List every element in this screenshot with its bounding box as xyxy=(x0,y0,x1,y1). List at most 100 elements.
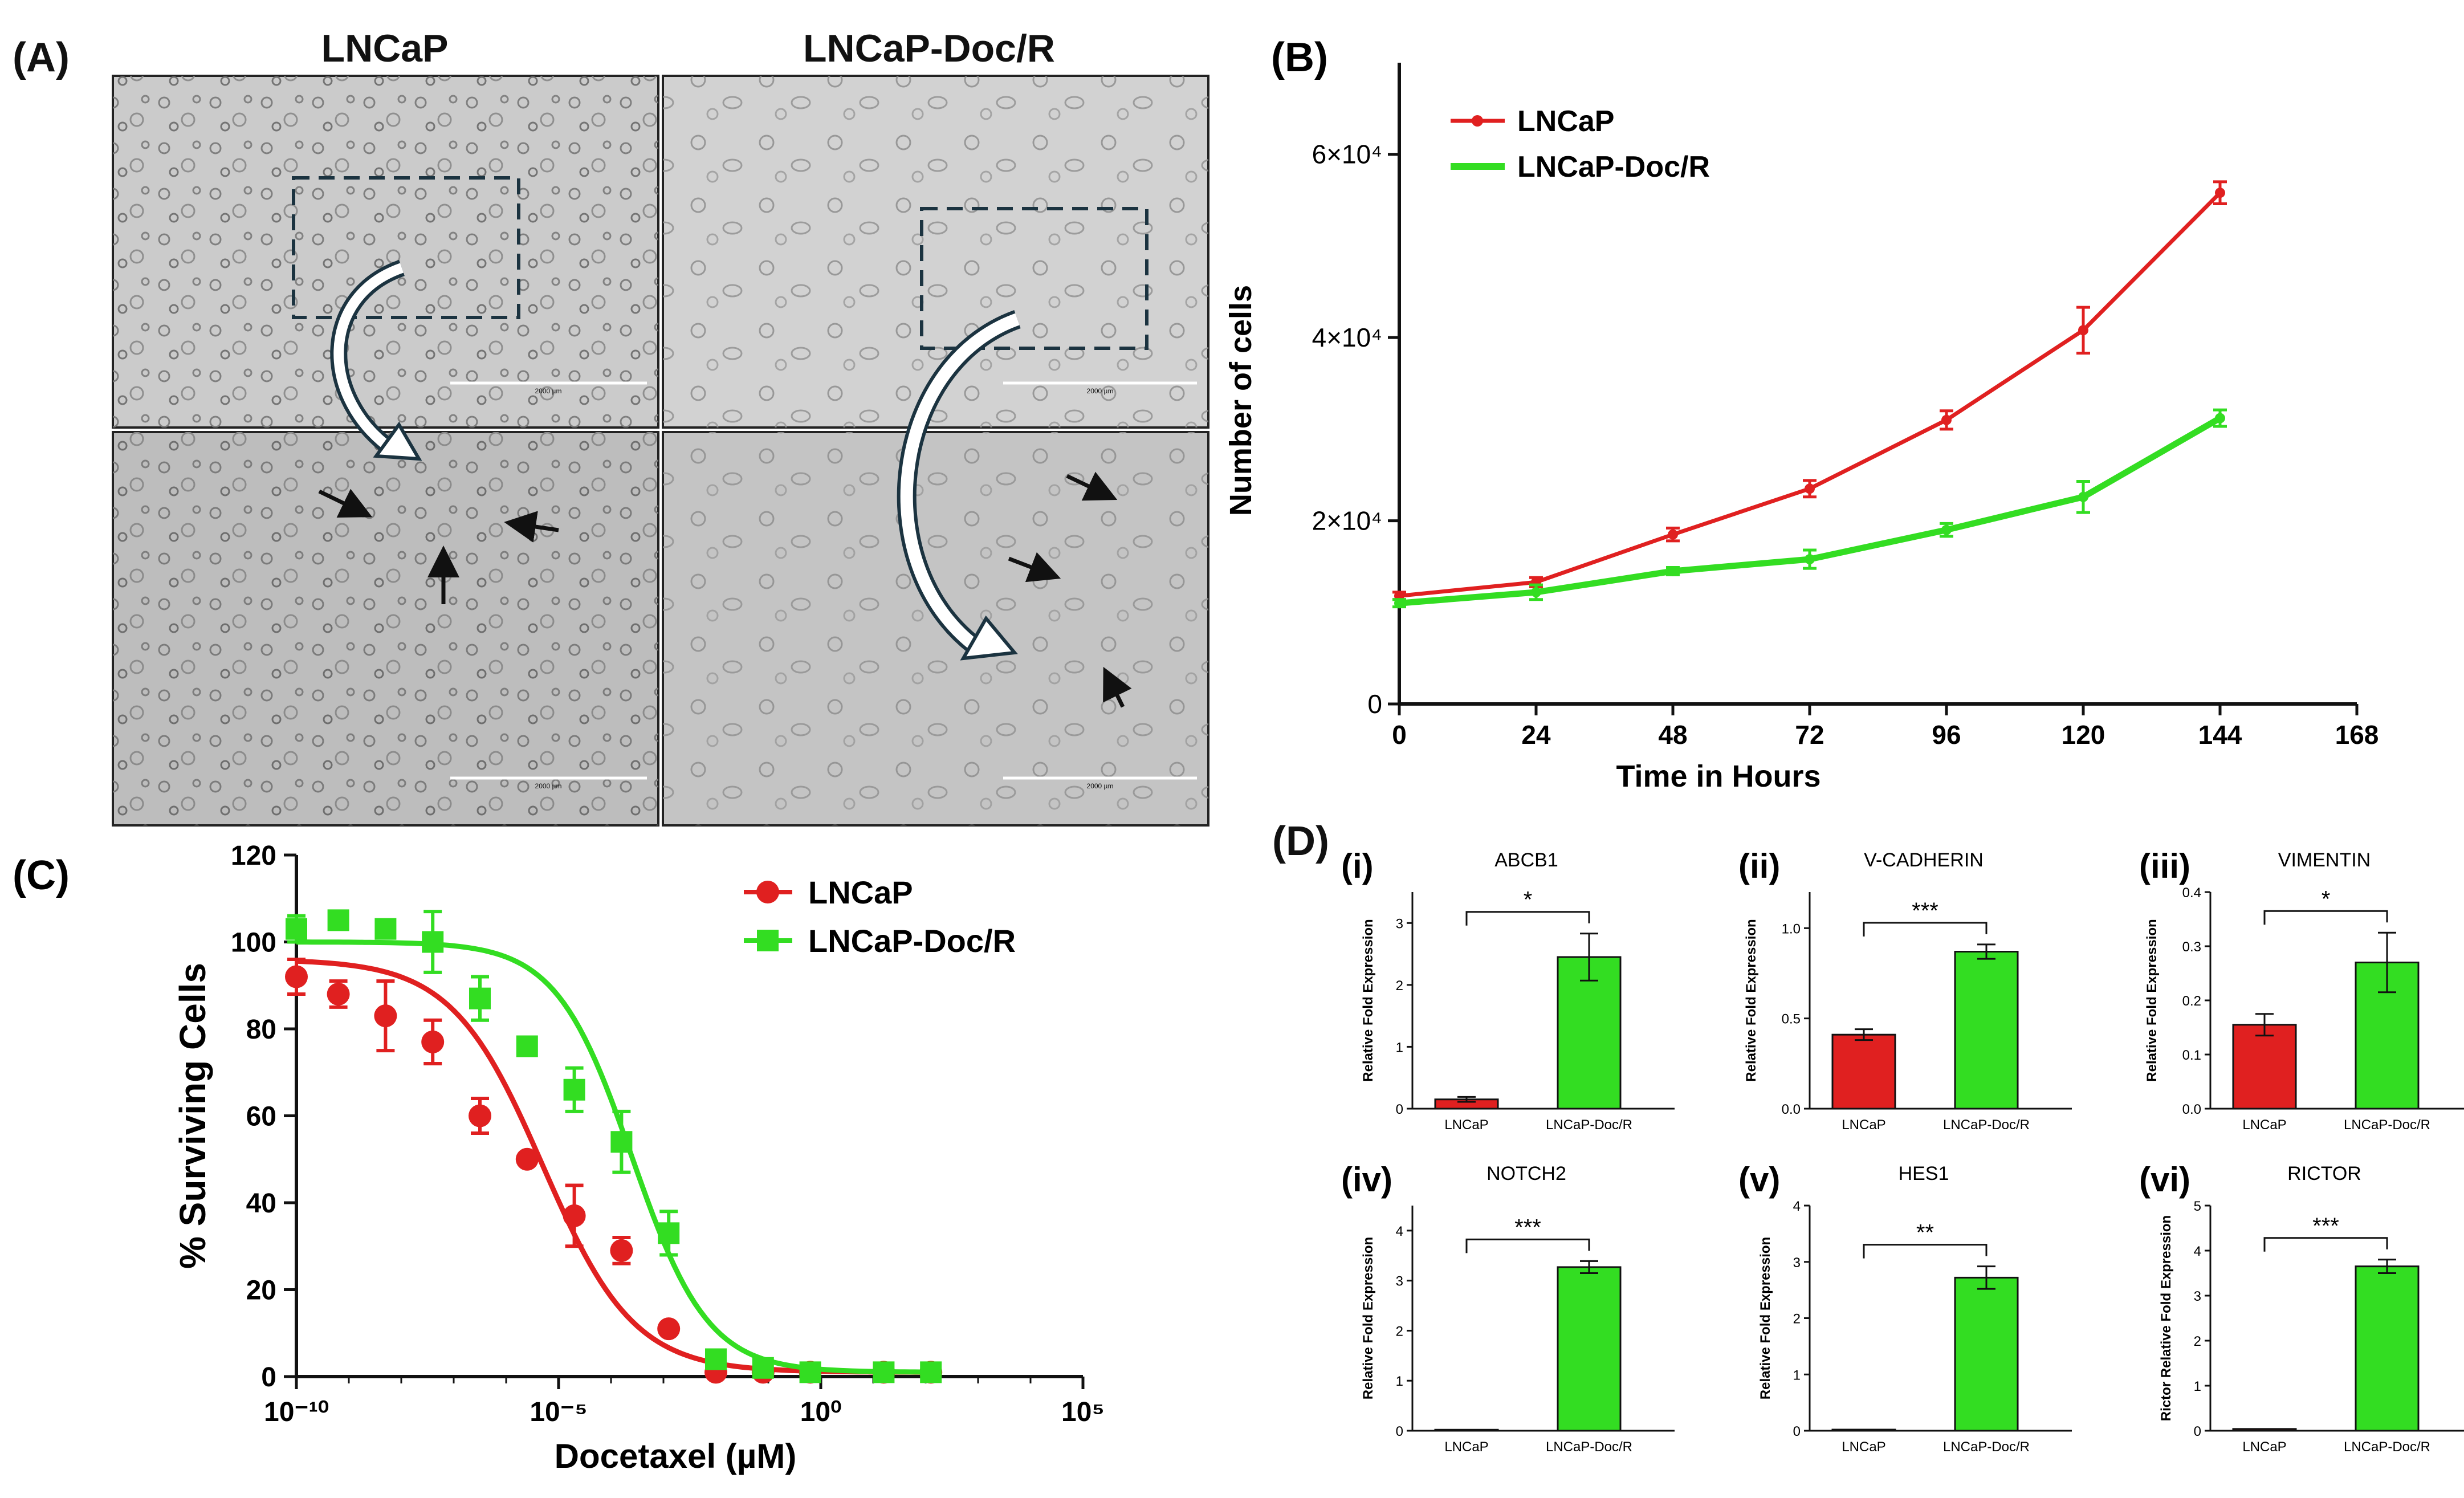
significance-stars: * xyxy=(2322,886,2331,911)
micrograph-lncap-low: 2000 µm xyxy=(112,75,659,429)
data-point xyxy=(1941,414,1952,425)
x-tick-label: 10⁻⁵ xyxy=(530,1397,587,1427)
y-tick-label: 100 xyxy=(231,928,276,958)
y-tick-label: 0.1 xyxy=(2182,1048,2201,1063)
y-tick-label: 2 xyxy=(2194,1334,2201,1349)
x-tick-label: LNCaP-Doc/R xyxy=(1943,1117,2030,1133)
significance-bracket xyxy=(1465,1238,1590,1253)
y-tick-label: 0 xyxy=(1367,689,1382,719)
bar-chart-title: HES1 xyxy=(1899,1163,1949,1184)
x-axis-label: Time in Hours xyxy=(1616,759,1820,793)
x-tick-label: 144 xyxy=(2198,720,2242,750)
significance-bracket xyxy=(2263,1237,2388,1252)
panel-c-dose-response-chart: (C) 10⁻¹⁰ 10⁻⁵ 10⁰ 10⁵ 0 20 40 60 80 100 120 Docetax… xyxy=(13,841,1105,1475)
data-point xyxy=(2215,413,2225,424)
data-point xyxy=(873,1361,895,1383)
micrograph-docr-high: 2000 µm xyxy=(662,431,1209,827)
panel-d-letter: (D) xyxy=(1272,819,1329,864)
subpanel-numeral: (ii) xyxy=(1738,847,1780,885)
y-tick-label: 0 xyxy=(1396,1424,1403,1439)
y-tick-label: 1 xyxy=(1396,1374,1403,1389)
bar xyxy=(1831,1428,1896,1432)
pointer-arrow xyxy=(1066,471,1118,501)
data-point xyxy=(920,1361,942,1383)
y-axis-label: Relative Fold Expression xyxy=(1361,919,1376,1081)
data-point xyxy=(1941,524,1952,535)
panel-d-expression-bars: (D) (i) ABCB1 0 1 2 3 Relative Fold Expression… xyxy=(1272,819,2464,1455)
bar xyxy=(2355,1265,2420,1432)
data-point xyxy=(1805,483,1815,494)
y-tick-label: 0 xyxy=(1396,1102,1403,1117)
bar-chart-D-v: (v) HES1 0 1 2 3 4 Relative Fold Expression LNCa… xyxy=(1738,1161,2072,1455)
y-tick-label: 1 xyxy=(1396,1040,1403,1055)
x-tick-label: LNCaP xyxy=(1444,1439,1488,1455)
significance-bracket xyxy=(1863,1244,1988,1259)
panel-b-letter: (B) xyxy=(1271,35,1328,80)
data-point xyxy=(752,1357,774,1379)
y-tick-label: 4 xyxy=(1396,1224,1403,1239)
scale-label: 2000 µm xyxy=(1087,782,1114,790)
y-tick-label: 0.2 xyxy=(2182,994,2201,1009)
zoom-region-box xyxy=(292,176,520,319)
y-tick-label: 60 xyxy=(246,1102,276,1132)
col-title-lncap: LNCaP xyxy=(321,27,449,70)
bar-chart-title: ABCB1 xyxy=(1494,849,1558,871)
scale-label: 2000 µm xyxy=(1087,387,1114,395)
y-tick-label: 20 xyxy=(246,1276,276,1306)
x-tick-label: LNCaP xyxy=(2242,1439,2286,1455)
data-point xyxy=(327,983,350,1006)
data-point xyxy=(2078,491,2088,502)
legend-marker xyxy=(756,881,779,903)
panel-a-micrographs: (A) LNCaP LNCaP-Doc/R 2000 µm 2000 µm 20… xyxy=(13,27,1209,827)
x-axis-label: Docetaxel (µM) xyxy=(555,1437,797,1475)
data-point xyxy=(705,1348,727,1370)
bar-chart-D-iii: (iii) VIMENTIN 0.0 0.1 0.2 0.3 0.4 Relative Fol… xyxy=(2139,847,2464,1133)
y-tick-label: 2×10⁴ xyxy=(1312,506,1382,536)
x-tick-label: LNCaP xyxy=(2242,1117,2286,1133)
data-point xyxy=(286,918,307,940)
y-axis-label: Relative Fold Expression xyxy=(1744,919,1759,1081)
bar-chart-title: NOTCH2 xyxy=(1486,1163,1566,1184)
pointer-arrow xyxy=(318,489,373,518)
x-tick-label: 72 xyxy=(1795,720,1824,750)
data-point xyxy=(515,1147,539,1171)
micrograph-docr-low: 2000 µm xyxy=(662,75,1209,429)
subpanel-numeral: (iv) xyxy=(1341,1161,1392,1199)
significance-stars: ** xyxy=(1916,1220,1934,1245)
significance-bracket xyxy=(2263,910,2388,925)
legend-label: LNCaP-Doc/R xyxy=(1517,150,1710,184)
legend-marker xyxy=(1472,115,1483,127)
y-axis-label: Relative Fold Expression xyxy=(1758,1237,1773,1399)
bar xyxy=(1954,951,2019,1110)
x-tick-label: LNCaP-Doc/R xyxy=(1546,1439,1632,1455)
x-tick-label: LNCaP-Doc/R xyxy=(1546,1117,1632,1133)
bar-chart-D-vi: (vi) RICTOR 0 1 2 3 4 5 Rictor Relative Fold Exp… xyxy=(2139,1161,2464,1455)
panel-b-growth-chart: (B) 0 24 48 72 96 120 144 168 0 2×10⁴ 4×10⁴ 6×10⁴ Tim… xyxy=(1224,35,2379,793)
bar-chart-D-ii: (ii) V-CADHERIN 0.0 0.5 1.0 Relative Fold Exp… xyxy=(1738,847,2072,1133)
legend-marker xyxy=(757,930,779,951)
y-tick-label: 3 xyxy=(1396,1274,1403,1289)
data-point xyxy=(469,987,491,1009)
y-tick-label: 120 xyxy=(231,841,276,871)
y-tick-label: 1 xyxy=(1793,1367,1801,1383)
data-point xyxy=(658,1222,680,1244)
y-axis-label: Relative Fold Expression xyxy=(2144,919,2160,1081)
data-point xyxy=(563,1078,585,1101)
data-point xyxy=(374,918,397,940)
data-point xyxy=(469,1104,491,1127)
y-tick-label: 4×10⁴ xyxy=(1312,323,1382,352)
y-tick-label: 1 xyxy=(2194,1379,2201,1394)
x-tick-label: 24 xyxy=(1521,720,1551,750)
subpanel-numeral: (iii) xyxy=(2139,847,2190,885)
bar-chart-title: RICTOR xyxy=(2287,1163,2361,1184)
y-tick-label: 0.5 xyxy=(1782,1012,1801,1027)
x-tick-label: LNCaP-Doc/R xyxy=(1943,1439,2030,1455)
significance-bracket xyxy=(1863,922,1988,937)
x-tick-label: 168 xyxy=(2335,720,2379,750)
bar xyxy=(2232,1024,2297,1110)
y-axis-label: % Surviving Cells xyxy=(172,963,213,1269)
x-tick-label: 96 xyxy=(1932,720,1961,750)
y-tick-label: 80 xyxy=(246,1015,276,1045)
data-point xyxy=(422,931,444,953)
